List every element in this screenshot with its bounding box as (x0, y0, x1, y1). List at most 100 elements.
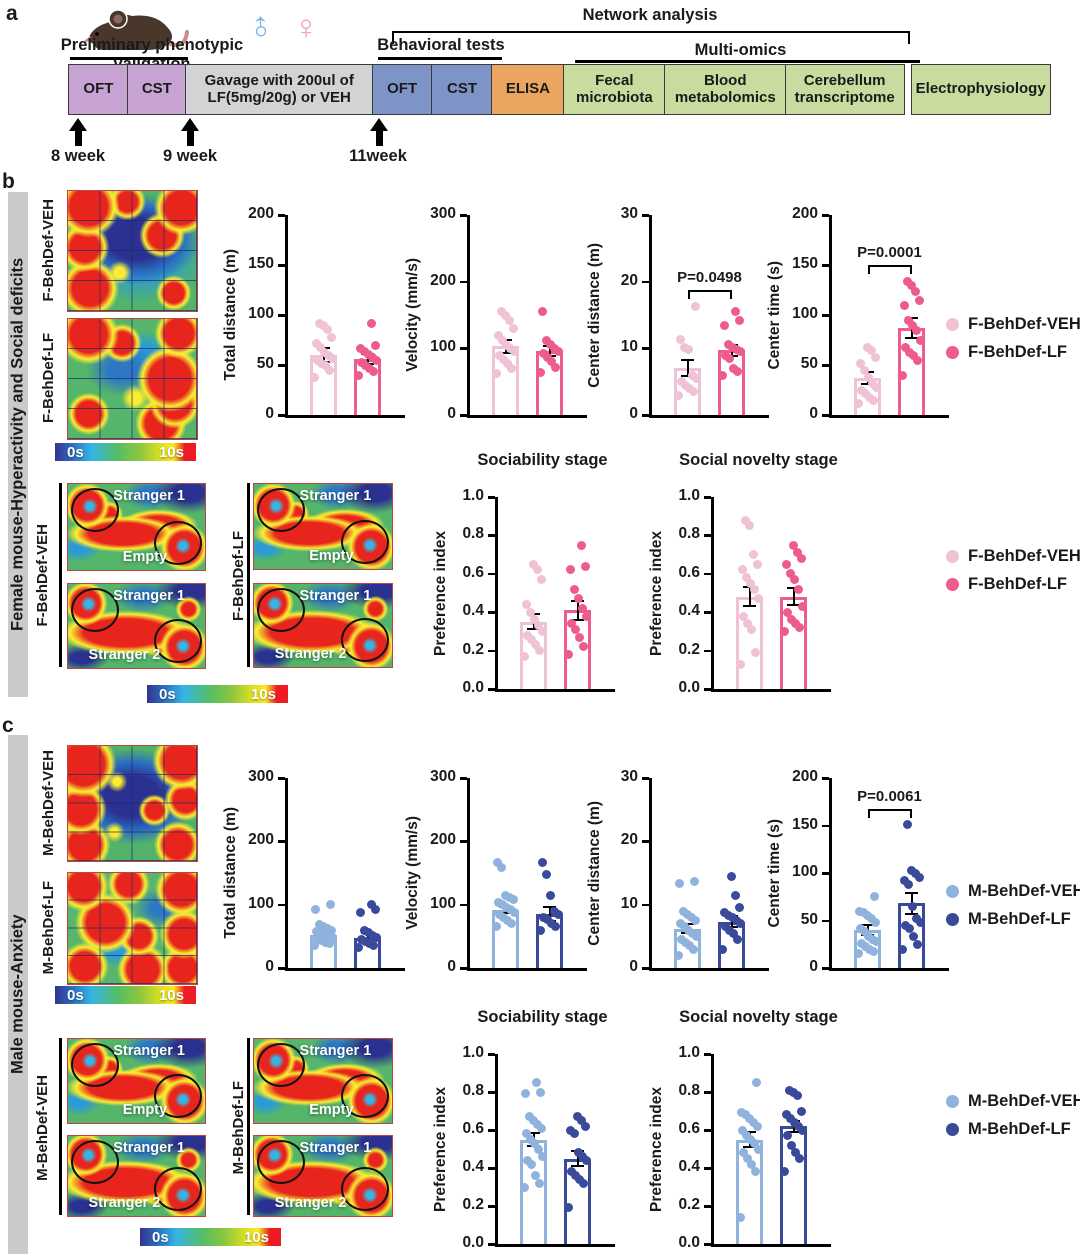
panel-c: Male mouse-Anxiety M-BehDef-VEH M-BehDef… (0, 720, 1080, 1254)
error-bar (748, 587, 751, 607)
data-point (680, 922, 689, 932)
chart-c-social-novelty: Social novelty stage Preference index 0.0 0… (648, 1008, 838, 1254)
y-tick (278, 777, 285, 780)
legend-label: F-BehDef-LF (968, 575, 1067, 593)
legend-b-soc: F-BehDef-VEH F-BehDef-LF (946, 547, 1080, 594)
data-point (320, 347, 329, 357)
data-point (567, 619, 576, 629)
data-point (535, 646, 544, 656)
y-tick (822, 777, 829, 780)
legend-dot-icon (946, 913, 959, 926)
y-tick (822, 414, 829, 417)
interaction-zone-circle (70, 1140, 119, 1184)
legend-item: M-BehDef-LF (946, 1120, 1080, 1139)
y-tick (460, 840, 467, 843)
interaction-zone-circle (256, 1140, 305, 1184)
y-tick (704, 1205, 711, 1208)
data-point (856, 358, 865, 368)
data-point (749, 1117, 758, 1127)
data-point (789, 540, 798, 550)
error-bar (548, 345, 551, 357)
data-point (907, 280, 916, 290)
x-axis (711, 1244, 831, 1247)
data-point (357, 357, 366, 367)
data-point (326, 900, 335, 910)
data-point (684, 345, 693, 355)
colorbar-min: 0s (152, 1228, 169, 1246)
y-axis (495, 497, 498, 689)
y-tick (488, 611, 495, 614)
timeline-box: CST (431, 64, 494, 115)
data-point (855, 906, 864, 916)
panel-c-sidebar: Male mouse-Anxiety (8, 735, 28, 1254)
x-axis (829, 968, 949, 971)
legend-label: M-BehDef-VEH (968, 882, 1080, 900)
data-point (525, 1112, 534, 1122)
legend-dot-icon (946, 550, 959, 563)
data-point (527, 1159, 536, 1169)
data-point (372, 355, 381, 365)
data-point (689, 387, 698, 397)
y-tick-label: 0.8 (678, 1082, 700, 1099)
data-point (869, 395, 878, 405)
soc-heatmap: Stranger 1 Stranger 2 (253, 583, 393, 668)
data-point (728, 342, 737, 352)
data-point (539, 349, 548, 359)
chart-c-center-distance: Center distance (m) 0 10 20 30 (586, 766, 774, 988)
y-tick (460, 777, 467, 780)
y-tick (822, 919, 829, 922)
timepoint-9week: 9 week (162, 147, 218, 165)
data-point (857, 938, 866, 948)
y-tick (488, 572, 495, 576)
y-tick-label: 0.4 (462, 1158, 484, 1175)
y-axis (467, 215, 470, 415)
data-point (529, 1116, 538, 1125)
data-point (365, 939, 374, 949)
interaction-zone-circle (341, 519, 390, 564)
data-point (907, 865, 916, 875)
y-tick (488, 1129, 495, 1132)
x-axis (711, 689, 831, 692)
data-point (742, 573, 751, 583)
timeline-box: Gavage with 200ul of LF(5mg/20g) or VEH (185, 64, 374, 115)
soc-heatmap: Stranger 1 Empty (253, 483, 393, 570)
y-tick (822, 364, 829, 367)
y-tick (488, 496, 495, 499)
data-point (570, 1129, 579, 1139)
data-point (494, 330, 503, 340)
y-tick (488, 1091, 495, 1094)
legend-c-oft: M-BehDef-VEH M-BehDef-LF (946, 882, 1080, 929)
data-point (901, 342, 910, 352)
y-tick-label: 30 (620, 205, 638, 222)
y-tick-label: 0 (629, 405, 638, 422)
y-tick-label: 0.0 (678, 679, 700, 696)
data-point (493, 857, 502, 867)
data-point (676, 335, 685, 345)
behavioral-tests-title: Behavioral tests (377, 36, 505, 54)
data-point (679, 906, 688, 916)
arrow-stem (186, 130, 194, 146)
data-point (319, 922, 328, 932)
legend-item: F-BehDef-LF (946, 575, 1080, 594)
data-point (871, 917, 880, 927)
panel-b-sidebar: Female mouse-Hyperactivity and Social de… (8, 192, 28, 697)
zone-label: Stranger 2 (88, 1195, 161, 1212)
interaction-zone-circle (256, 588, 305, 633)
soc-heatmap: Stranger 1 Stranger 2 (67, 1135, 206, 1217)
zone-label: Stranger 2 (274, 646, 347, 663)
y-tick (642, 280, 649, 284)
data-point (867, 914, 876, 924)
colorbar-min: 0s (159, 685, 176, 703)
y-tick (704, 534, 711, 537)
data-point (564, 649, 573, 659)
y-tick-label: 100 (430, 894, 456, 912)
data-point (731, 307, 740, 317)
data-point (538, 307, 547, 317)
data-point (905, 347, 914, 357)
data-point (547, 357, 556, 367)
colorbar-min: 0s (67, 986, 84, 1004)
data-point (323, 324, 332, 334)
data-point (522, 600, 531, 610)
data-point (684, 925, 693, 935)
behavioral-tests-underline (378, 57, 502, 60)
